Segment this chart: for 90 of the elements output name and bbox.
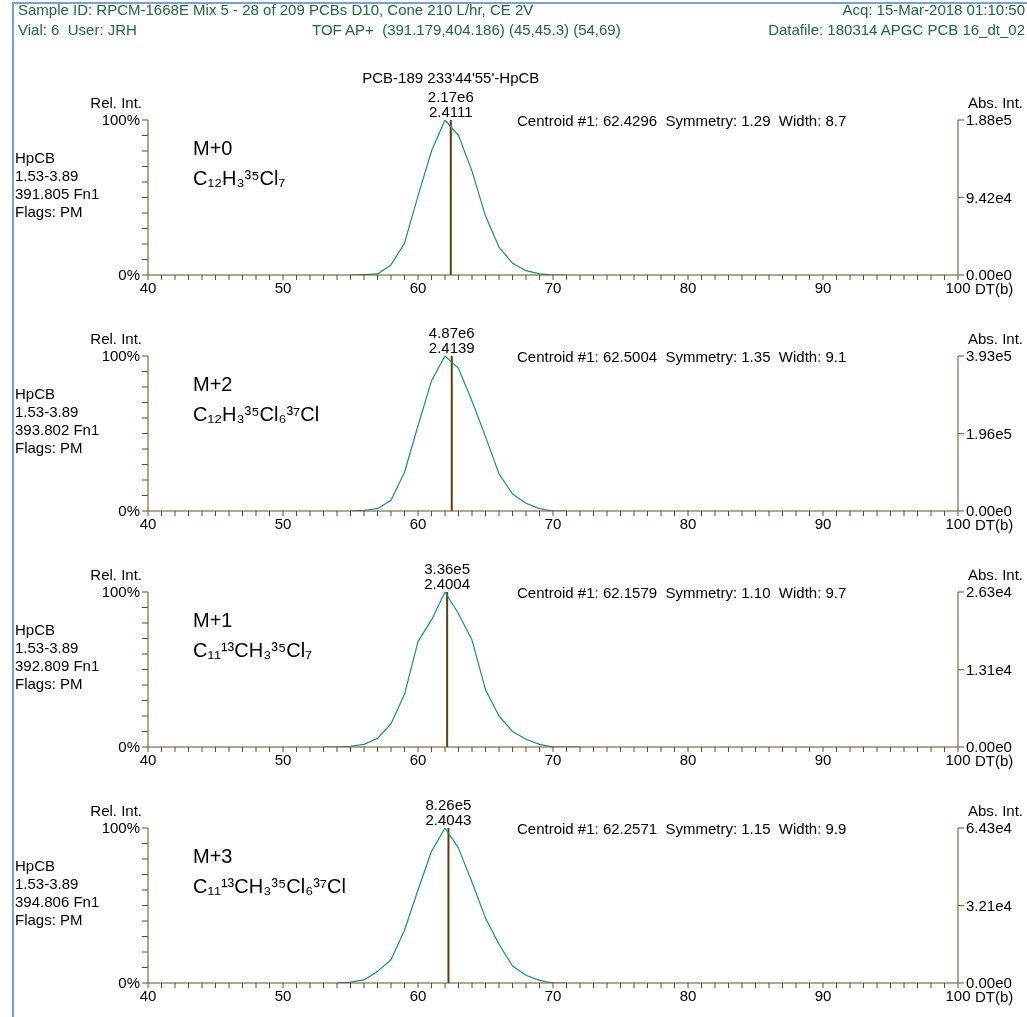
y2-tick-label: 1.88e5 <box>966 111 1012 129</box>
y2-axis-title: Abs. Int. <box>968 802 1024 819</box>
x-tick-label: 60 <box>409 986 427 1004</box>
text: Flags: PM <box>15 675 83 692</box>
y2-tick-label: 2.63e4 <box>966 583 1012 601</box>
x-tick-label: 70 <box>544 278 562 296</box>
annotation: Centroid #1: 62.4296 Symmetry: 1.29 Width: 8.7 <box>517 112 847 129</box>
y2-axis-title: Abs. Int. <box>968 94 1024 111</box>
x-tick-label: 60 <box>409 514 427 532</box>
text: TOF AP+ (391.179,404.186) (45,45.3) (54,69) <box>312 21 621 38</box>
x-tick-label: 60 <box>409 278 427 296</box>
text: Flags: PM <box>15 203 83 220</box>
x-tick-label: 80 <box>679 514 697 532</box>
y-tick-label: 100% <box>101 819 140 837</box>
text: Flags: PM <box>15 911 83 928</box>
annotation: C₁₂H₃³⁵Cl₇ <box>193 167 286 189</box>
text: 1.53-3.89 <box>15 403 79 420</box>
x-tick-label: 70 <box>544 750 562 768</box>
annotation: 4.87e6 <box>427 324 476 341</box>
x-tick-label: 90 <box>814 986 832 1004</box>
annotation: M+1 <box>193 609 233 631</box>
y-tick-label: 0% <box>118 738 140 756</box>
y-tick-label: 100% <box>101 583 140 601</box>
y2-tick-label: 1.96e5 <box>966 425 1012 443</box>
x-tick-label: 80 <box>679 278 697 296</box>
y2-tick-label: 1.31e4 <box>966 661 1012 679</box>
y-tick-label: 100% <box>101 111 140 129</box>
annotation: M+3 <box>193 845 233 867</box>
annotation: 2.4111 <box>427 103 474 120</box>
x-tick-label: 80 <box>679 750 697 768</box>
text: HpCB <box>15 149 56 166</box>
annotation: C₁₁¹³CH₃³⁵Cl₇ <box>193 639 313 661</box>
x-tick-label: 50 <box>274 514 292 532</box>
x-tick-label: 40 <box>139 278 157 296</box>
y2-tick-label: 3.93e5 <box>966 347 1012 365</box>
y-axis-title: Rel. Int. <box>90 802 142 819</box>
x-tick-label: 50 <box>274 750 292 768</box>
x-tick-label: 70 <box>544 514 562 532</box>
text: Vial: 6 User: JRH <box>18 21 137 38</box>
text: Acq: 15-Mar-2018 01:10:50 <box>842 1 1025 18</box>
text: HpCB <box>15 385 56 402</box>
text: 1.53-3.89 <box>15 639 79 656</box>
annotation: M+2 <box>193 373 233 395</box>
x-tick-label: 50 <box>274 986 292 1004</box>
text: 392.809 Fn1 <box>15 657 100 674</box>
x-tick-label: 90 <box>814 750 832 768</box>
annotation: C₁₁¹³CH₃³⁵Cl₆³⁷Cl <box>193 875 346 897</box>
x-tick-label: 90 <box>814 278 832 296</box>
text: 394.806 Fn1 <box>15 893 100 910</box>
annotation: M+0 <box>193 137 233 159</box>
x-tick-label: 70 <box>544 986 562 1004</box>
x-tick-label: 40 <box>139 514 157 532</box>
text: 391.805 Fn1 <box>15 185 100 202</box>
y-tick-label: 0% <box>118 974 140 992</box>
y-tick-label: 0% <box>118 502 140 520</box>
annotation: Centroid #1: 62.2571 Symmetry: 1.15 Width: 9.9 <box>517 820 847 837</box>
x-tick-label: 60 <box>409 750 427 768</box>
text: Flags: PM <box>15 439 83 456</box>
annotation: C₁₂H₃³⁵Cl₆³⁷Cl <box>193 403 320 425</box>
y2-axis-title: Abs. Int. <box>968 566 1024 583</box>
text: Sample ID: RPCM-1668E Mix 5 - 28 of 209 PCBs D10, Cone 210 L/hr, CE 2V <box>18 1 534 18</box>
y-tick-label: 100% <box>101 347 140 365</box>
y2-axis-title: Abs. Int. <box>968 330 1024 347</box>
y2-tick-label: 3.21e4 <box>966 896 1012 914</box>
annotation: 2.17e6 <box>426 88 475 105</box>
annotation: 2.4139 <box>427 339 476 356</box>
text: HpCB <box>15 621 56 638</box>
x-tick-label: 90 <box>814 514 832 532</box>
y2-tick-label: 6.43e4 <box>966 819 1012 837</box>
annotation: Centroid #1: 62.1579 Symmetry: 1.10 Width: 9.7 <box>517 584 847 601</box>
x-tick-label: 50 <box>274 278 292 296</box>
x-tick-label: 40 <box>139 986 157 1004</box>
annotation: Centroid #1: 62.5004 Symmetry: 1.35 Width: 9.1 <box>517 348 847 365</box>
y-axis-title: Rel. Int. <box>90 330 142 347</box>
text: Datafile: 180314 APGC PCB 16_dt_02 <box>768 21 1025 38</box>
annotation: 3.36e5 <box>423 560 472 577</box>
x-tick-label: 40 <box>139 750 157 768</box>
text: 1.53-3.89 <box>15 875 79 892</box>
annotation: 2.4043 <box>424 811 473 828</box>
y-tick-label: 0% <box>118 266 140 284</box>
text: 1.53-3.89 <box>15 167 79 184</box>
annotation: 8.26e5 <box>424 796 473 813</box>
y2-tick-label: 9.42e4 <box>966 188 1012 206</box>
text: HpCB <box>15 857 56 874</box>
y-axis-title: Rel. Int. <box>90 566 142 583</box>
chart-title: PCB-189 233'44'55'-HpCB <box>361 69 541 86</box>
x-tick-label: 80 <box>679 986 697 1004</box>
y-axis-title: Rel. Int. <box>90 94 142 111</box>
annotation: 2.4004 <box>423 575 472 592</box>
text: 393.802 Fn1 <box>15 421 100 438</box>
